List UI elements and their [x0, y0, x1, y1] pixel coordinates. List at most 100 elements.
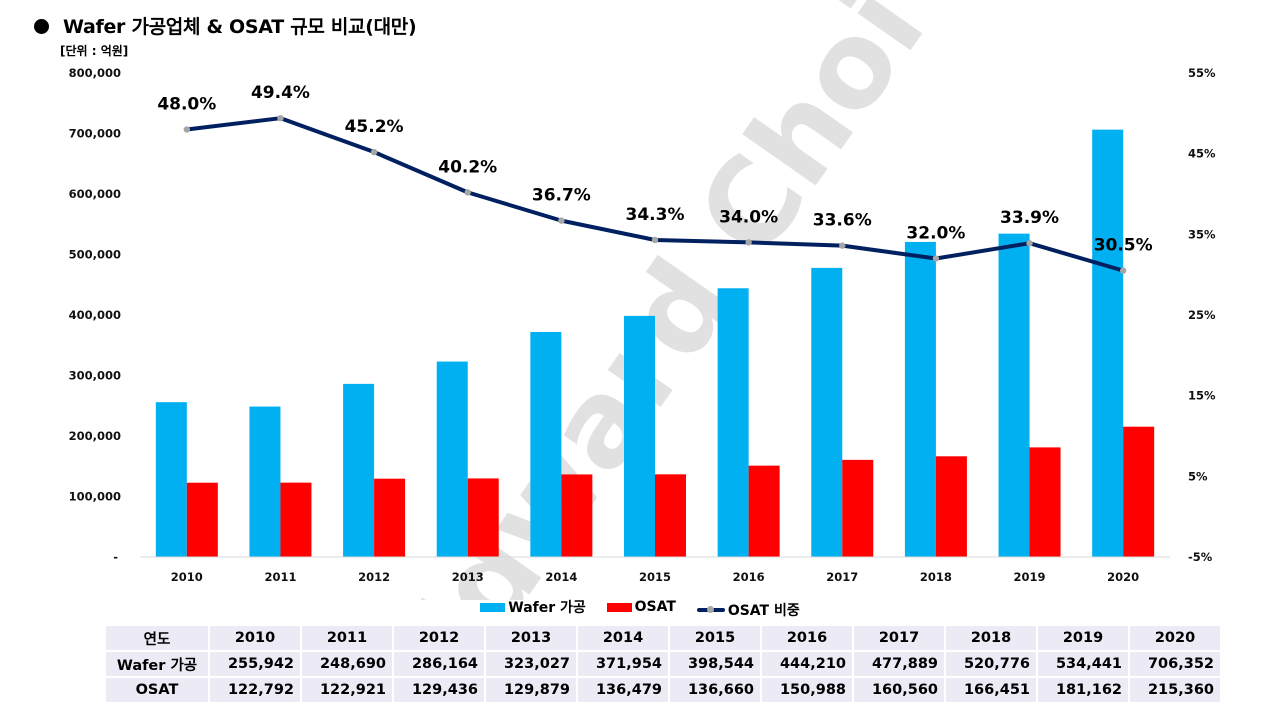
legend: Wafer 가공 OSAT OSAT 비중: [0, 597, 1280, 620]
y2-tick-label: 35%: [1188, 227, 1216, 241]
legend-label-osat-share: OSAT 비중: [727, 602, 800, 619]
chart-canvas: Edward Choi 2010 2011 2012 2013 2014 2015 2016…: [69, 0, 1216, 600]
y-tick-label: 800,000: [69, 66, 121, 80]
table-cell: 122,792: [210, 678, 300, 702]
y2-tick-label: 15%: [1188, 389, 1216, 403]
table-cell: 136,660: [670, 678, 760, 702]
legend-item-wafer: Wafer 가공: [480, 597, 586, 617]
table-cell: 323,027: [486, 652, 576, 676]
table-cell: 215,360: [1130, 678, 1220, 702]
bar-osat: [935, 456, 967, 557]
y-tick-label: 200,000: [69, 429, 121, 443]
unit-label: [단위 : 억원]: [60, 44, 129, 58]
x-tick-label: 2013: [452, 570, 484, 584]
table-row-osat: OSAT 122,792 122,921 129,436 129,879 136,479…: [106, 678, 1220, 702]
bar-osat: [1029, 447, 1061, 557]
bar-osat: [186, 482, 218, 557]
bar-wafer: [436, 361, 468, 557]
line-point-osat-share: [183, 126, 191, 133]
bar-wafer: [811, 267, 843, 557]
table-row-wafer: Wafer 가공 255,942 248,690 286,164 323,027 371…: [106, 652, 1220, 676]
bar-wafer: [717, 288, 749, 557]
table-cell: 286,164: [394, 652, 484, 676]
table-cell: 255,942: [210, 652, 300, 676]
data-label-osat-share: 48.0%: [157, 94, 216, 114]
data-label-osat-share: 45.2%: [345, 117, 404, 137]
line-point-osat-share: [651, 236, 659, 244]
y-tick-label: 600,000: [69, 187, 121, 201]
line-point-osat-share: [745, 239, 752, 246]
y-tick-label: 300,000: [69, 369, 121, 383]
legend-item-osat-share: OSAT 비중: [696, 600, 800, 620]
table-year-cell: 2012: [394, 626, 484, 650]
y-tick-label: 500,000: [69, 248, 121, 262]
table-cell: 706,352: [1130, 652, 1220, 676]
table-year-cell: 2018: [946, 626, 1036, 650]
bar-osat: [280, 482, 312, 557]
legend-line-marker-icon: [696, 605, 725, 613]
table-header-row: 연도 2010 2011 2012 2013 2014 2015 2016 2017 2018 2…: [106, 626, 1220, 650]
bar-osat: [1123, 426, 1155, 557]
bar-osat: [561, 474, 593, 557]
bar-wafer: [530, 331, 562, 557]
table-cell: 477,889: [854, 652, 944, 676]
y-tick-label: 700,000: [69, 127, 121, 141]
table-row-label: Wafer 가공: [106, 652, 208, 676]
data-table: 연도 2010 2011 2012 2013 2014 2015 2016 2017 2018 2…: [104, 624, 1222, 704]
data-label-osat-share: 34.0%: [719, 207, 778, 227]
table-cell: 520,776: [946, 652, 1036, 676]
bar-wafer: [998, 233, 1030, 557]
line-point-osat-share: [558, 217, 565, 224]
table-cell: 248,690: [302, 652, 392, 676]
legend-swatch-wafer: [480, 602, 506, 612]
table-year-cell: 2014: [578, 626, 668, 650]
chart-title: Wafer 가공업체 & OSAT 규모 비교(대만): [34, 12, 417, 39]
legend-label-osat: OSAT: [634, 599, 676, 615]
table-year-cell: 2019: [1038, 626, 1128, 650]
table-year-cell: 2020: [1130, 626, 1220, 650]
line-point-osat-share: [370, 148, 378, 156]
table-year-cell: 2013: [486, 626, 576, 650]
legend-item-osat: OSAT: [606, 599, 676, 615]
x-tick-label: 2016: [733, 570, 765, 584]
table-cell: 371,954: [578, 652, 668, 676]
table-cell: 136,479: [578, 678, 668, 702]
data-label-osat-share: 33.9%: [1000, 208, 1059, 228]
y2-tick-label: 55%: [1188, 66, 1216, 80]
data-label-osat-share: 30.5%: [1094, 236, 1153, 256]
table-cell: 534,441: [1038, 652, 1128, 676]
bar-osat: [655, 474, 686, 557]
table-year-cell: 2017: [854, 626, 944, 650]
data-label-osat-share: 34.3%: [626, 205, 685, 225]
table-year-cell: 2015: [670, 626, 760, 650]
table-year-cell: 2010: [210, 626, 300, 650]
bar-wafer: [343, 383, 375, 557]
bar-wafer: [249, 406, 281, 557]
x-tick-label: 2014: [545, 570, 577, 584]
chart-title-text: Wafer 가공업체 & OSAT 규모 비교(대만): [63, 16, 417, 38]
table-cell: 398,544: [670, 652, 760, 676]
x-tick-label: 2019: [1014, 570, 1046, 584]
table-cell: 160,560: [854, 678, 944, 702]
y2-tick-label: 5%: [1188, 469, 1208, 483]
line-point-osat-share: [464, 189, 471, 196]
y2-tick-label: -5%: [1188, 550, 1213, 564]
legend-swatch-osat: [606, 602, 632, 612]
line-point-osat-share: [932, 255, 940, 262]
x-tick-label: 2011: [264, 570, 296, 584]
bar-osat: [374, 478, 406, 557]
y-tick-label: -: [113, 550, 118, 564]
line-point-osat-share: [1026, 240, 1033, 247]
x-tick-label: 2015: [639, 570, 671, 584]
table-cell: 181,162: [1038, 678, 1128, 702]
table-row-label: OSAT: [106, 678, 208, 702]
bar-wafer: [904, 241, 936, 557]
bar-wafer: [624, 315, 655, 557]
bullet-icon: [34, 19, 49, 34]
y-tick-label: 400,000: [69, 308, 121, 322]
line-point-osat-share: [1119, 267, 1127, 274]
data-label-osat-share: 49.4%: [251, 83, 310, 103]
line-point-osat-share: [839, 242, 846, 249]
x-tick-label: 2010: [171, 570, 203, 584]
table-cell: 166,451: [946, 678, 1036, 702]
